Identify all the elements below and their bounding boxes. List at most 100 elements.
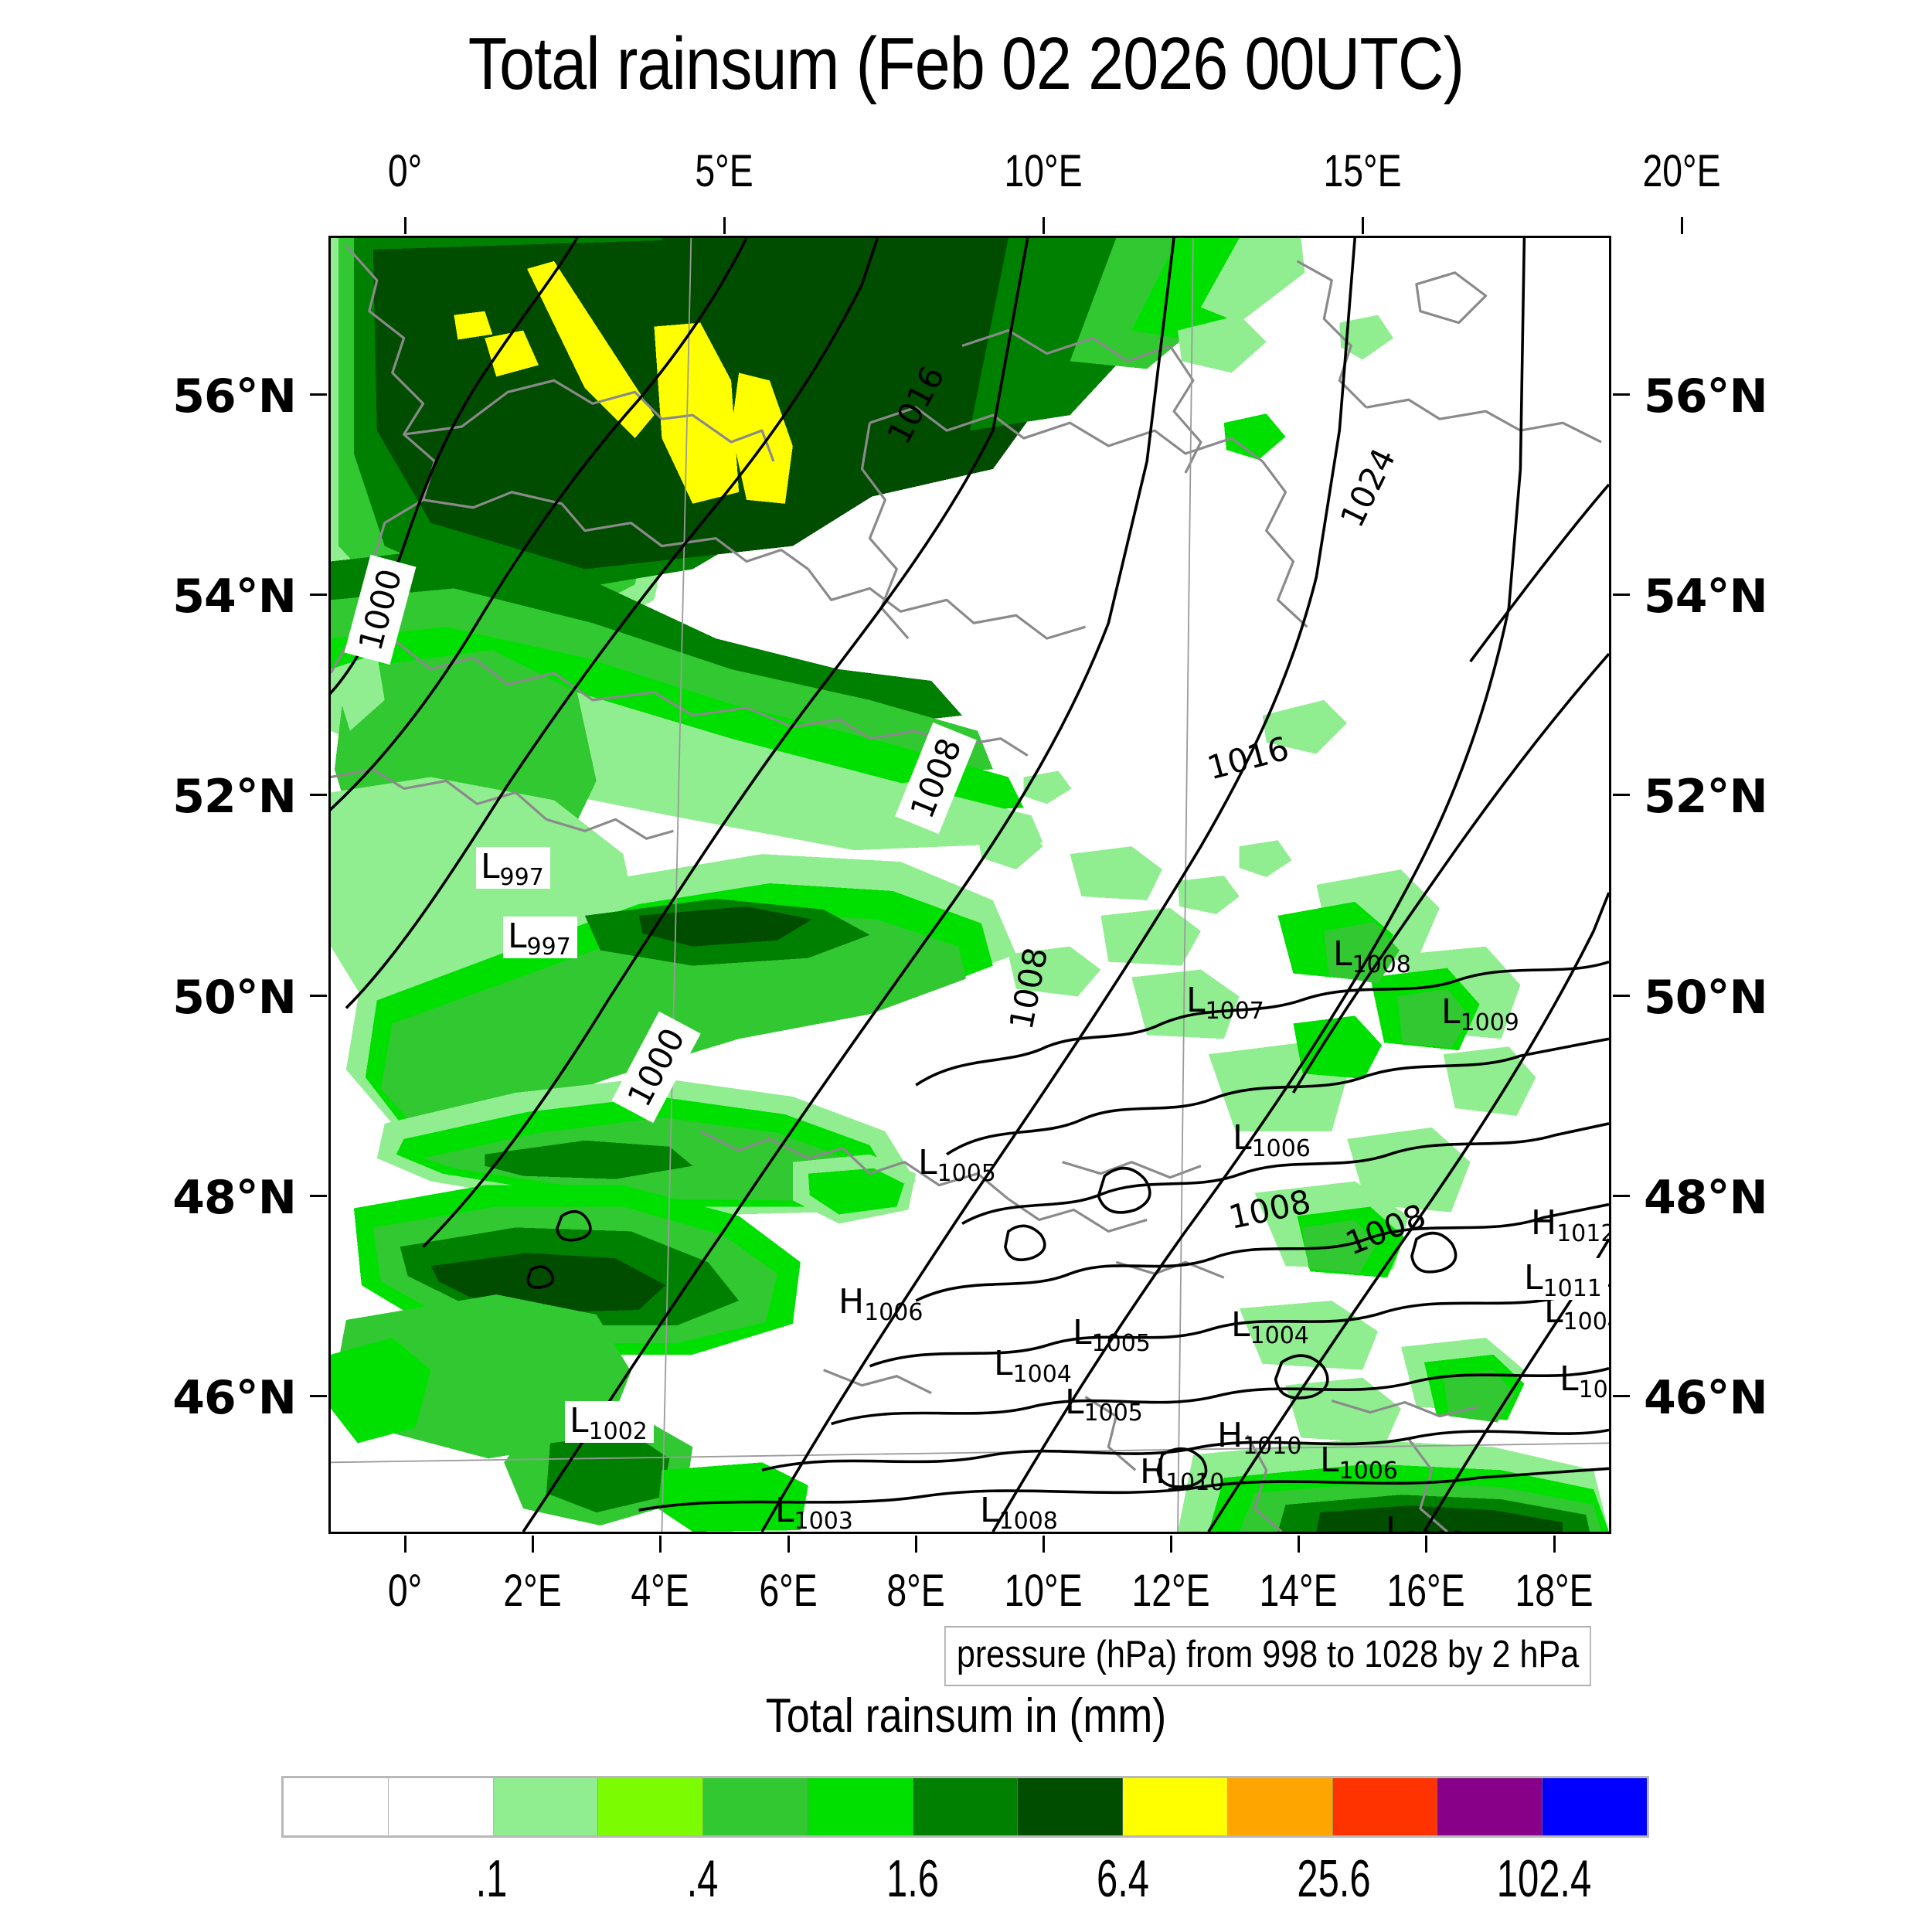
- pressure-center-l-1005: L1005: [918, 1146, 996, 1185]
- lat-tick-right: [1613, 794, 1630, 797]
- colorbar-cell[interactable]: [703, 1778, 808, 1835]
- lon-tick-top: [1042, 217, 1045, 234]
- pressure-center-l-1004: L1004: [1231, 1305, 1309, 1348]
- lat-label-right: 54°N: [1644, 570, 1768, 624]
- colorbar-cell[interactable]: [1123, 1778, 1228, 1835]
- pressure-center-symbol: L: [1333, 934, 1352, 974]
- pressure-center-value: 1008: [1352, 951, 1411, 978]
- lat-tick-left: [310, 1194, 327, 1197]
- pressure-center-value: 1004: [1012, 1361, 1072, 1388]
- lon-label-bottom: 4°E: [631, 1566, 690, 1616]
- pressure-center-value: 101: [1578, 1376, 1609, 1403]
- lon-label-top: 15°E: [1323, 146, 1402, 196]
- pressure-center-value: 1003: [794, 1508, 853, 1534]
- lat-label-right: 56°N: [1644, 369, 1768, 423]
- pressure-center-symbol: H: [1140, 1452, 1166, 1492]
- colorbar-cell[interactable]: [1018, 1778, 1124, 1835]
- lat-label-right: 48°N: [1644, 1170, 1768, 1225]
- colorbar-cell[interactable]: [1437, 1778, 1543, 1835]
- lon-label-bottom: 10°E: [1004, 1566, 1083, 1616]
- pressure-center-value: 1006: [864, 1299, 923, 1326]
- pressure-center-value: 1004: [1250, 1322, 1309, 1349]
- pressure-center-h-1012: H1012: [1531, 1203, 1609, 1246]
- pressure-center-value: 997: [526, 934, 571, 961]
- lat-tick-right: [1613, 1395, 1630, 1398]
- lat-label-right: 50°N: [1644, 970, 1768, 1025]
- lon-tick-bottom: [1042, 1536, 1045, 1553]
- pressure-center-l-1004: L1004: [994, 1344, 1072, 1386]
- lon-label-bottom: 8°E: [886, 1566, 945, 1616]
- lon-label-bottom: 14°E: [1259, 1566, 1338, 1616]
- pressure-center-l-1002: L1002: [565, 1401, 654, 1444]
- lat-tick-left: [310, 994, 327, 997]
- lon-label-bottom: 0°: [387, 1566, 423, 1616]
- lat-tick-left: [310, 393, 327, 396]
- colorbar-cell[interactable]: [913, 1778, 1019, 1835]
- pressure-center-l-1006: L1006: [1233, 1121, 1311, 1161]
- colorbar-cell[interactable]: [1227, 1778, 1333, 1835]
- lon-tick-top: [1680, 217, 1683, 234]
- precipitation-field: [331, 238, 1609, 1532]
- pressure-center-symbol: H: [1217, 1416, 1243, 1455]
- lat-label-right: 52°N: [1644, 770, 1768, 825]
- pressure-center-l-101: L101: [1560, 1362, 1609, 1402]
- lat-label-left: 50°N: [172, 970, 297, 1025]
- pressure-center-value: 997: [499, 864, 544, 891]
- lat-label-left: 48°N: [172, 1170, 297, 1225]
- weather-map-canvas: [331, 238, 1609, 1532]
- map-plot-area[interactable]: L997 L997 L1002 L1003 L1005 H1006 L1004 L1005 L1…: [328, 236, 1611, 1534]
- lon-label-top: 10°E: [1004, 146, 1083, 196]
- colorbar-tick-labels: .1 .4 1.6 6.4 25.6 102.4: [281, 1849, 1649, 1918]
- pressure-center-l-1003: L1003: [775, 1491, 853, 1532]
- lon-tick-top: [1361, 217, 1364, 234]
- lon-tick-bottom: [659, 1536, 662, 1553]
- pressure-center-value: 1005: [1091, 1330, 1151, 1357]
- pressure-center-symbol: L: [775, 1491, 794, 1530]
- pressure-center-symbol: L: [570, 1401, 589, 1440]
- colorbar-label: .4: [686, 1849, 719, 1908]
- pressure-center-h-1010: H1010: [1217, 1416, 1301, 1458]
- colorbar-label: 1.6: [886, 1849, 939, 1908]
- colorbar-cell[interactable]: [1543, 1778, 1647, 1835]
- pressure-center-symbol: L: [1386, 1510, 1405, 1534]
- pressure-center-value: 1010: [1243, 1433, 1302, 1460]
- pressure-center-symbol: L: [1441, 992, 1461, 1032]
- pressure-center-value: 1005: [1083, 1400, 1143, 1427]
- lon-tick-bottom: [1425, 1536, 1428, 1553]
- colorbar-cell[interactable]: [1332, 1778, 1438, 1835]
- pressure-center-symbol: L: [1186, 981, 1206, 1020]
- pressure-center-l-1011: L1011: [1519, 1258, 1608, 1301]
- pressure-center-symbol: L: [481, 847, 500, 886]
- lon-tick-top: [723, 217, 726, 234]
- pressure-center-symbol: L: [1065, 1383, 1084, 1422]
- colorbar-cell[interactable]: [493, 1778, 599, 1835]
- lon-label-top: 5°E: [695, 146, 753, 196]
- pressure-center-symbol: L: [1231, 1305, 1250, 1345]
- pressure-center-symbol: L: [994, 1344, 1013, 1383]
- colorbar-cell[interactable]: [598, 1778, 704, 1835]
- pressure-center-symbol: L: [1073, 1313, 1092, 1352]
- pressure-center-symbol: L: [1524, 1258, 1543, 1298]
- pressure-center-value: 1009: [1460, 1009, 1519, 1036]
- pressure-center-symbol: L: [980, 1491, 999, 1530]
- pressure-center-symbol: H: [1531, 1203, 1557, 1243]
- colorbar-cell[interactable]: [284, 1778, 389, 1835]
- pressure-center-l-1005: L1005: [1065, 1383, 1143, 1425]
- lat-tick-left: [310, 794, 327, 797]
- pressure-center-l-1006: L1006: [1386, 1510, 1464, 1534]
- pressure-center-value: 1006: [1338, 1458, 1398, 1485]
- lat-label-left: 52°N: [172, 770, 297, 825]
- lon-label-bottom: 2°E: [503, 1566, 562, 1616]
- colorbar-cell[interactable]: [388, 1778, 494, 1835]
- pressure-center-value: 1012: [1556, 1220, 1611, 1247]
- colorbar-label: 6.4: [1097, 1849, 1150, 1908]
- colorbar[interactable]: [281, 1776, 1649, 1838]
- lat-tick-left: [310, 1395, 327, 1398]
- pressure-center-value: 1007: [1205, 998, 1264, 1025]
- colorbar-cell[interactable]: [808, 1778, 913, 1835]
- isobar-contours: [331, 238, 1609, 1532]
- pressure-center-value: 1010: [1165, 1469, 1225, 1496]
- colorbar-label: 102.4: [1496, 1849, 1592, 1908]
- lon-label-bottom: 6°E: [758, 1566, 818, 1616]
- lat-tick-left: [310, 594, 327, 597]
